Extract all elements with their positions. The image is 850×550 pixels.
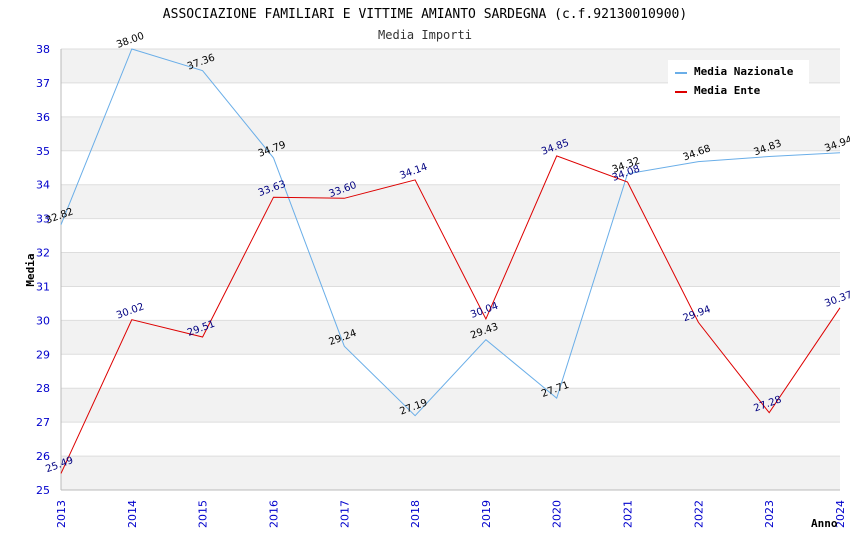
x-tick-label: 2020 [551,500,564,528]
series-line-0 [60,48,841,417]
grid-band [61,150,840,185]
axes [60,49,840,491]
grid-band [61,184,840,219]
y-tick-label: 32 [36,247,50,260]
plot-background-bands [61,49,840,490]
series-line-1 [60,155,841,474]
grid-band [61,116,840,151]
y-tick-label: 38 [36,43,50,56]
y-tick-label: 33 [36,213,50,226]
x-tick-label: 2015 [197,500,210,528]
x-tick-label: 2018 [409,500,422,528]
y-tick-label: 27 [36,416,50,429]
x-tick-label: 2017 [338,500,351,528]
chart-subtitle: Media Importi [378,28,472,42]
grid-band [61,422,840,457]
y-axis-label: Media [24,253,37,286]
grid-lines [61,48,840,491]
y-tick-label: 28 [36,382,50,395]
grid-band [61,218,840,253]
y-tick-label: 34 [36,179,50,192]
legend: Media Nazionale Media Ente [668,60,809,100]
grid-band [61,252,840,287]
x-tick-label: 2021 [622,500,635,528]
y-tick-label: 35 [36,145,50,158]
y-tick-label: 36 [36,111,50,124]
x-tick-label: 2023 [763,500,776,528]
x-tick-label: 2016 [267,500,280,528]
data-label: 38.00 [115,31,146,51]
series-lines [60,48,841,474]
grid-band [61,286,840,321]
x-tick-label: 2014 [126,500,139,528]
grid-band [61,456,840,490]
legend-entry-media-nazionale: Media Nazionale [694,65,794,78]
grid-band [61,354,840,389]
x-tick-label: 2022 [692,500,705,528]
y-tick-label: 31 [36,280,50,293]
x-tick-label: 2024 [834,500,847,528]
legend-entry-media-ente: Media Ente [694,84,761,97]
x-tick-labels: 2013 2014 2015 2016 2017 2018 2019 2020 2021 2022… [55,500,847,528]
x-tick-label: 2013 [55,500,68,528]
y-tick-label: 25 [36,484,50,497]
x-axis-label: Anno [811,517,838,530]
y-tick-label: 29 [36,348,50,361]
y-tick-labels: 25 26 27 28 29 30 31 32 33 34 35 36 37 38 [36,43,50,497]
chart-title: ASSOCIAZIONE FAMILIARI E VITTIME AMIANTO… [163,7,687,22]
y-tick-label: 30 [36,314,50,327]
grid-band [61,388,840,423]
y-tick-label: 37 [36,77,50,90]
y-tick-label: 26 [36,450,50,463]
legend-box [668,60,809,100]
x-tick-label: 2019 [480,500,493,528]
grid-band [61,320,840,355]
